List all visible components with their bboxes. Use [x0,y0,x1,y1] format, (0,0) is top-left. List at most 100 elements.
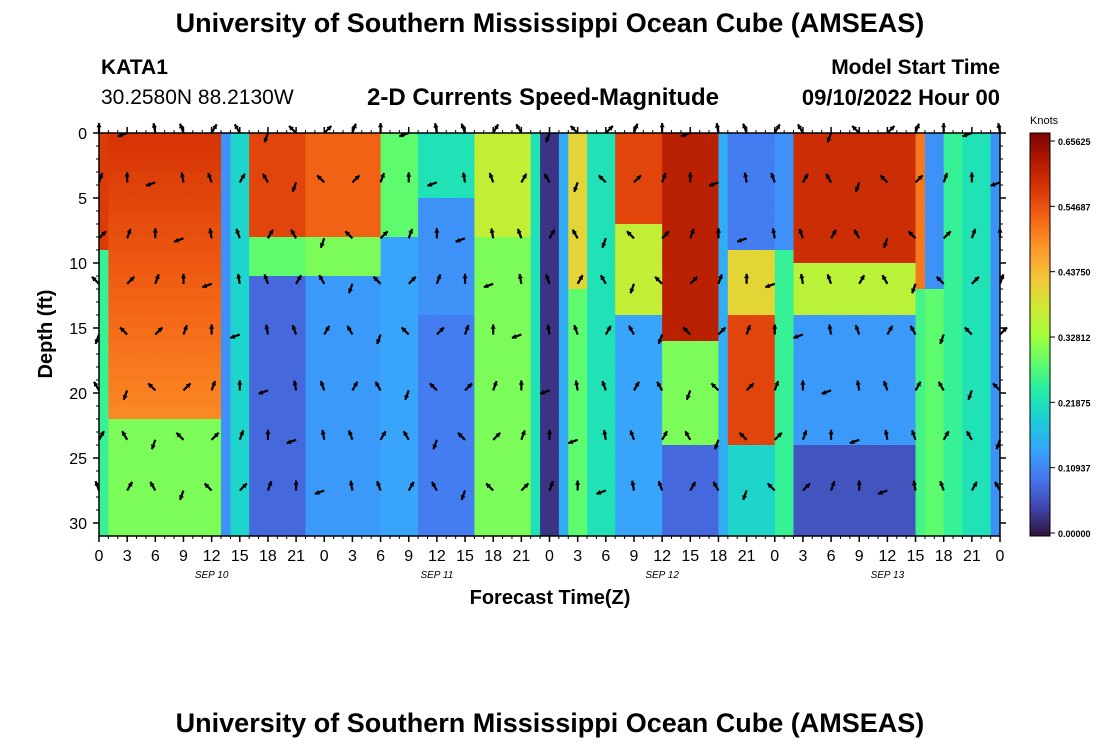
heatmap-cell [887,146,898,160]
heatmap-cell [511,328,522,342]
heatmap-cell [971,198,982,212]
heatmap-cell [718,172,729,186]
heatmap-cell [145,341,156,355]
heatmap-cell [652,172,663,186]
heatmap-cell [784,172,795,186]
heatmap-cell [418,432,429,446]
heatmap-cell [418,393,429,407]
current-arrow [98,430,105,441]
heatmap-cell [436,211,447,225]
current-arrow [771,228,777,239]
heatmap-cell [943,289,954,303]
heatmap-cell [418,328,429,342]
heatmap-cell [127,497,138,511]
heatmap-cell [380,237,391,251]
heatmap-cell [699,289,710,303]
heatmap-cell [877,484,888,498]
heatmap-cell [418,185,429,199]
heatmap-cell [502,354,513,368]
heatmap-cell [840,185,851,199]
x-tick-label: 6 [601,548,610,565]
heatmap-cell [849,328,860,342]
heatmap-cell [399,289,410,303]
heatmap-cell [633,237,644,251]
heatmap-cell [990,458,1000,472]
heatmap-cell [465,133,476,147]
heatmap-cell [746,497,757,511]
heatmap-cell [389,159,400,173]
heatmap-cell [343,510,354,524]
heatmap-cell [699,263,710,277]
heatmap-cell [286,315,297,329]
heatmap-cell [831,341,842,355]
heatmap-cell [455,497,466,511]
heatmap-cell [962,367,973,381]
heatmap-cell [221,354,231,368]
heatmap-cell [746,250,757,264]
heatmap-cell [371,250,382,264]
heatmap-cell [887,380,898,394]
heatmap-cell [737,289,748,303]
heatmap-cell [436,367,447,381]
current-arrow [98,230,107,240]
heatmap-cell [596,302,607,316]
heatmap-cell [389,146,400,160]
heatmap-cell [427,302,438,316]
heatmap-cell [924,302,935,316]
heatmap-cell [446,419,457,433]
current-arrow [318,274,326,285]
heatmap-cell [690,367,701,381]
heatmap-cell [596,250,607,264]
heatmap-cell [502,263,513,277]
heatmap-cell [164,172,175,186]
heatmap-cell [990,354,1000,368]
heatmap-cell [831,393,842,407]
heatmap-cell [577,211,588,225]
heatmap-cell [418,237,429,251]
heatmap-cell [821,289,832,303]
heatmap-cell [962,237,973,251]
heatmap-cell [343,471,354,485]
heatmap-cell [465,276,476,290]
heatmap-cell [671,341,682,355]
heatmap-cell [971,367,982,381]
heatmap-cell [127,276,138,290]
heatmap-cell [633,354,644,368]
heatmap-cell [709,341,720,355]
heatmap-cell [108,172,119,186]
heatmap-cell [333,471,344,485]
heatmap-cell [765,237,776,251]
heatmap-cell [277,198,288,212]
heatmap-cell [380,185,391,199]
heatmap-cell [821,406,832,420]
heatmap-cell [981,198,992,212]
heatmap-cell [906,146,917,160]
heatmap-cell [465,328,476,342]
current-arrow [629,283,636,294]
heatmap-cell [755,302,766,316]
heatmap-cell [596,146,607,160]
heatmap-cell [333,328,344,342]
heatmap-cell [812,250,823,264]
heatmap-cell [361,185,372,199]
heatmap-cell [680,367,691,381]
heatmap-cell [136,406,147,420]
heatmap-cell [108,510,119,524]
heatmap-cell [521,315,532,329]
heatmap-cell [727,497,738,511]
heatmap-cell [108,497,119,511]
heatmap-cell [915,198,926,212]
heatmap-cell [896,458,907,472]
current-arrow [210,123,218,134]
heatmap-cell [906,497,917,511]
heatmap-cell [352,133,363,147]
current-arrow [661,172,667,183]
x-tick-label: 12 [653,548,671,565]
heatmap-cell [699,315,710,329]
heatmap-cell [877,445,888,459]
heatmap-cell [568,471,579,485]
heatmap-cell [549,302,560,316]
heatmap-cell [981,302,992,316]
heatmap-cell [680,328,691,342]
heatmap-cell [840,471,851,485]
